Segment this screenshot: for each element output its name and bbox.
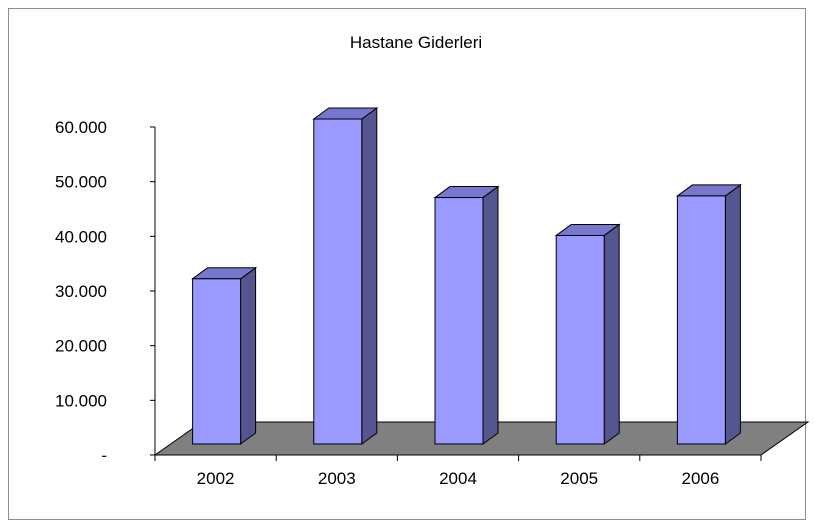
bar-front [192,278,242,445]
y-tick-label: 10.000 [55,391,107,410]
bar-front [555,234,605,445]
chart-title: Hastane Giderleri [350,33,482,52]
bar [433,185,500,445]
x-tick-label: 2004 [439,469,477,488]
x-tick-label: 2005 [560,469,598,488]
bar-side [482,185,499,445]
bar [191,266,258,445]
y-tick-label: 50.000 [55,173,107,192]
label-layer: - 10.000 20.000 30.000 40.000 50.000 60.000 200… [55,118,719,488]
y-tick-label: 20.000 [55,337,107,356]
bar-front [676,195,726,445]
bar-side [603,223,620,445]
bar-front [313,118,363,445]
bar-side [361,107,378,445]
x-tick-label: 2003 [318,469,356,488]
y-tick-label: 40.000 [55,227,107,246]
bar-side [724,183,741,445]
bar [675,183,742,445]
bar-front [434,197,484,445]
x-tick-label: 2006 [681,469,719,488]
bar-side [240,266,257,445]
y-tick-label: 30.000 [55,282,107,301]
axis-layer [150,126,762,461]
x-tick-label: 2002 [197,469,235,488]
y-tick-label: - [101,446,107,465]
bar [312,107,379,445]
bar-layer [191,107,742,445]
y-tick-label: 60.000 [55,118,107,137]
bar [554,223,621,445]
